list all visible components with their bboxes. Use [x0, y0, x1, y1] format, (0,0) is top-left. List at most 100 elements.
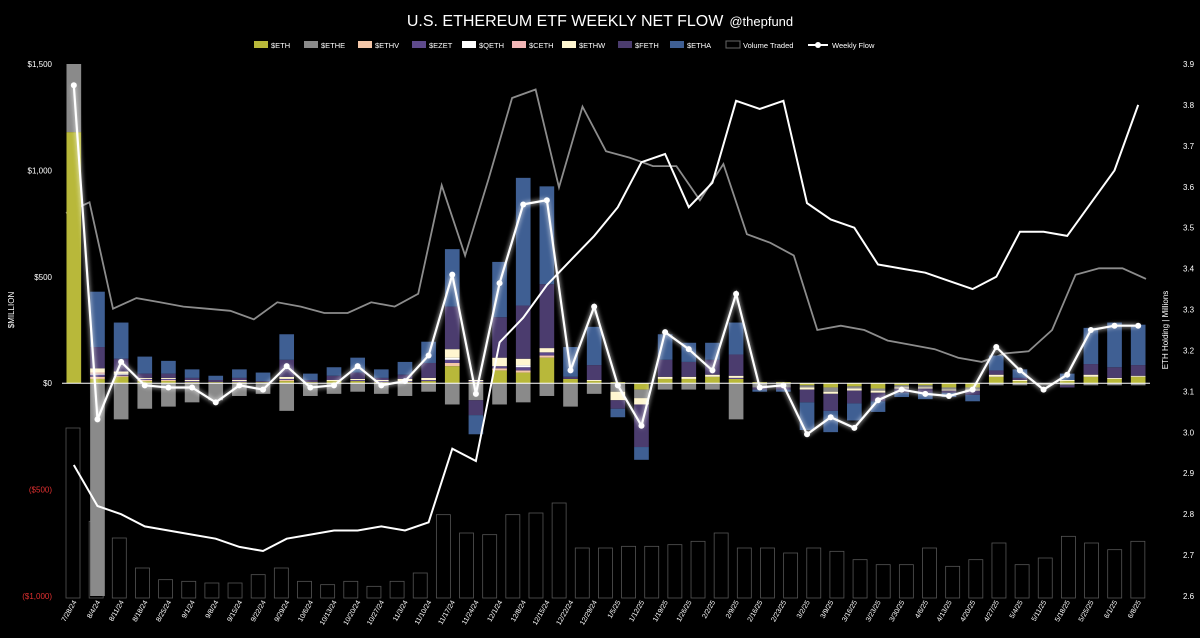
legend-label: $EZET: [429, 41, 453, 50]
weekly-flow-point: [922, 390, 929, 397]
holdings-line-group: [72, 99, 1140, 553]
weekly-flow-point: [851, 424, 858, 431]
x-tick-label: 8/25/24: [155, 599, 173, 623]
flow-bar-segment: [870, 401, 886, 412]
weekly-flow-point: [614, 382, 621, 389]
flow-bar-segment: [255, 382, 271, 384]
x-tick-label: 10/27/24: [366, 599, 386, 626]
volume-bar: [598, 547, 613, 599]
x-tick-label: 5/11/25: [1031, 599, 1049, 622]
volume-bar: [922, 547, 937, 599]
weekly-flow-point: [1111, 322, 1118, 329]
chart-handle: @thepfund: [729, 14, 793, 29]
x-tick-label: 8/11/24: [108, 599, 126, 622]
weekly-flow-point: [733, 290, 740, 297]
flow-bar-segment: [752, 389, 768, 392]
volume-bar: [898, 564, 914, 599]
flow-bar-segment: [90, 291, 105, 348]
flow-bar-segment: [634, 447, 649, 460]
volume-bar: [435, 514, 451, 599]
flow-bar-segment: [184, 369, 200, 378]
flow-bar-segment: [113, 371, 129, 374]
flow-bar-segment: [752, 382, 768, 384]
flow-bar-segment: [326, 380, 342, 382]
flow-bar-segment: [326, 367, 342, 376]
flow-bar-segment: [634, 389, 649, 399]
flow-bar-segment: [1059, 380, 1075, 382]
flow-bar-segment: [1012, 381, 1028, 384]
x-tick-label: 10/6/24: [297, 599, 315, 623]
flow-bar-segment: [539, 352, 555, 356]
flow-bar-segment: [90, 376, 105, 379]
flow-bar-segment: [492, 357, 507, 367]
x-tick-label: 5/25/25: [1078, 599, 1096, 623]
weekly-flow-point: [189, 384, 196, 391]
x-tick-label: 2/2/25: [701, 599, 717, 619]
flow-bar-segment: [563, 347, 578, 377]
flow-bar-segment: [137, 356, 153, 374]
flow-bar-segment: [1059, 385, 1075, 388]
volume-bar: [667, 544, 683, 599]
price-line-group: [65, 88, 1147, 363]
volume-bar: [574, 547, 590, 599]
x-tick-label: 9/22/24: [250, 599, 268, 623]
flow-bar-segment: [847, 386, 862, 389]
volume-bar: [945, 565, 961, 599]
left-tick-label: ($1,000): [22, 592, 52, 601]
flow-bar-segment: [941, 387, 957, 390]
right-axis-label: ETH Holding | Millions: [1161, 291, 1170, 370]
flow-bar-segment: [988, 383, 1004, 386]
legend-label: $FETH: [635, 41, 659, 50]
flow-bar-segment: [468, 415, 484, 435]
flow-bar-segment: [397, 383, 413, 396]
flow-bar-segment: [539, 284, 555, 349]
left-axis: $1,500 $1,000 $500 $0 ($500) ($1,000) $MILLION: [7, 60, 53, 601]
legend-label: $ETHV: [375, 41, 399, 50]
volume-bar: [111, 537, 127, 599]
weekly-flow-point: [662, 329, 669, 336]
right-tick-label: 2.6: [1183, 592, 1195, 601]
flow-bar-segment: [657, 334, 673, 360]
x-tick-label: 7/28/24: [61, 599, 79, 623]
flow-bar-segment: [303, 373, 318, 381]
flow-bar-segment: [1130, 375, 1146, 377]
flow-bar-segment: [90, 368, 105, 373]
flow-bar-segment: [705, 374, 720, 377]
x-tick-label: 9/8/24: [205, 599, 221, 619]
flow-bar-segment: [350, 372, 365, 379]
flow-bar-segment: [1083, 364, 1099, 375]
flow-bar-segment: [586, 383, 602, 394]
flow-bar-segment: [610, 408, 626, 418]
flow-bar-segment: [373, 377, 389, 381]
legend-item: $CETH: [512, 41, 554, 50]
flow-bar-segment: [1130, 376, 1146, 384]
flow-bar-segment: [137, 378, 153, 381]
left-tick-label: $0: [43, 379, 52, 388]
weekly-flow-point: [1040, 386, 1047, 393]
weekly-flow-point: [496, 280, 503, 287]
flow-bar-segment: [681, 383, 697, 390]
flow-bar-segment: [208, 383, 224, 401]
volume-bar: [968, 559, 984, 599]
flow-bar-segment: [232, 381, 247, 383]
flow-bar-segment: [847, 390, 862, 404]
flow-bar-segment: [232, 380, 247, 382]
legend-swatch: [512, 41, 526, 48]
flow-bar-segment: [468, 382, 484, 384]
weekly-flow-point: [520, 201, 527, 208]
weekly-flow-point: [425, 352, 432, 359]
flow-bar-segment: [161, 373, 176, 378]
flow-bar-segment: [657, 359, 673, 377]
x-tick-label: 4/20/25: [960, 599, 978, 623]
flow-bar-segment: [279, 334, 295, 360]
x-tick-label: 4/13/25: [936, 599, 954, 623]
flow-bar-segment: [303, 380, 318, 383]
weekly-flow-point: [283, 363, 290, 370]
x-tick-label: 3/9/25: [820, 599, 836, 619]
flow-bar-segment: [350, 383, 365, 392]
flow-bar-segment: [941, 390, 957, 393]
flow-bar-segment: [823, 387, 839, 392]
x-tick-label: 6/8/25: [1127, 599, 1143, 619]
x-tick-label: 8/18/24: [132, 599, 150, 623]
weekly-flow-point: [1064, 371, 1071, 378]
